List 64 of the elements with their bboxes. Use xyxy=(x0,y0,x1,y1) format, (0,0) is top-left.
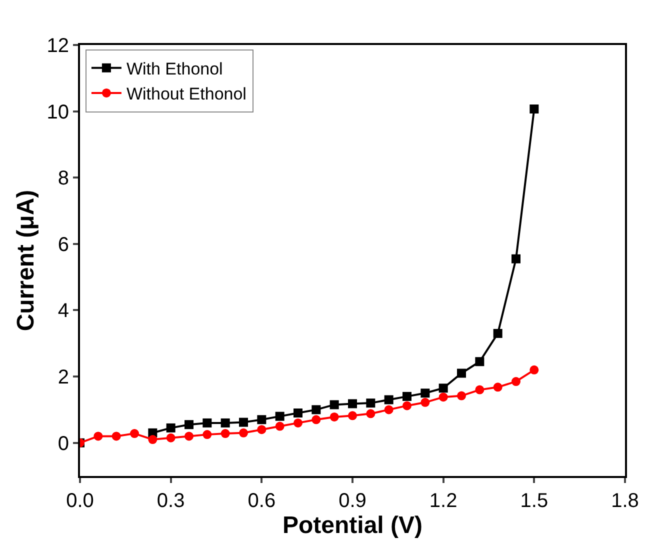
x-tick-label: 0.6 xyxy=(248,490,276,512)
point xyxy=(366,409,376,418)
point xyxy=(166,433,176,442)
point xyxy=(457,391,466,400)
point xyxy=(493,328,502,338)
point xyxy=(384,395,394,404)
point xyxy=(438,384,448,393)
point xyxy=(475,357,484,366)
point xyxy=(384,405,394,414)
point xyxy=(239,428,248,438)
point xyxy=(348,399,357,408)
legend-label: With Ethonol xyxy=(126,59,223,78)
point xyxy=(202,430,212,440)
point xyxy=(402,392,412,401)
y-tick-label: 2 xyxy=(58,366,69,389)
point xyxy=(275,412,284,421)
point xyxy=(420,388,430,398)
point xyxy=(202,418,212,428)
point xyxy=(530,104,539,114)
point xyxy=(275,422,284,431)
y-tick-label: 6 xyxy=(58,234,69,256)
point xyxy=(330,400,339,410)
point xyxy=(130,429,139,438)
point xyxy=(348,411,357,420)
x-tick-label: 1.5 xyxy=(520,490,548,512)
point xyxy=(184,432,194,441)
point xyxy=(294,408,302,418)
x-tick-label: 1.2 xyxy=(429,490,458,512)
y-tick-label: 10 xyxy=(46,101,69,124)
point xyxy=(530,365,539,374)
point xyxy=(402,401,412,410)
y-tick-label: 12 xyxy=(46,35,69,57)
point xyxy=(493,382,502,392)
x-tick-label: 0.3 xyxy=(156,490,185,512)
legend-label: Without Ethonol xyxy=(126,84,246,104)
point xyxy=(512,377,520,386)
x-axis-title: Potential (V) xyxy=(282,512,423,539)
point xyxy=(184,420,194,430)
point xyxy=(257,425,266,434)
point xyxy=(330,412,339,422)
y-tick-label: 8 xyxy=(58,168,69,190)
y-tick-label: 4 xyxy=(58,300,69,322)
point xyxy=(148,435,158,444)
point xyxy=(94,432,103,441)
y-tick-label: 0 xyxy=(58,432,69,455)
x-tick-label: 0.0 xyxy=(66,490,94,512)
point xyxy=(257,415,266,424)
point xyxy=(475,385,484,394)
y-axis-title: Current (μA) xyxy=(12,190,40,332)
point xyxy=(166,423,176,432)
point xyxy=(457,368,466,378)
point xyxy=(366,398,376,408)
point xyxy=(438,392,448,402)
point xyxy=(312,415,321,424)
point xyxy=(220,418,230,428)
point xyxy=(239,418,248,427)
point xyxy=(112,432,121,441)
point xyxy=(420,398,430,407)
point xyxy=(294,418,302,428)
point xyxy=(512,254,520,264)
point xyxy=(312,405,321,414)
point xyxy=(220,429,230,438)
x-tick-label: 0.9 xyxy=(338,490,366,512)
x-tick-label: 1.8 xyxy=(611,490,639,512)
